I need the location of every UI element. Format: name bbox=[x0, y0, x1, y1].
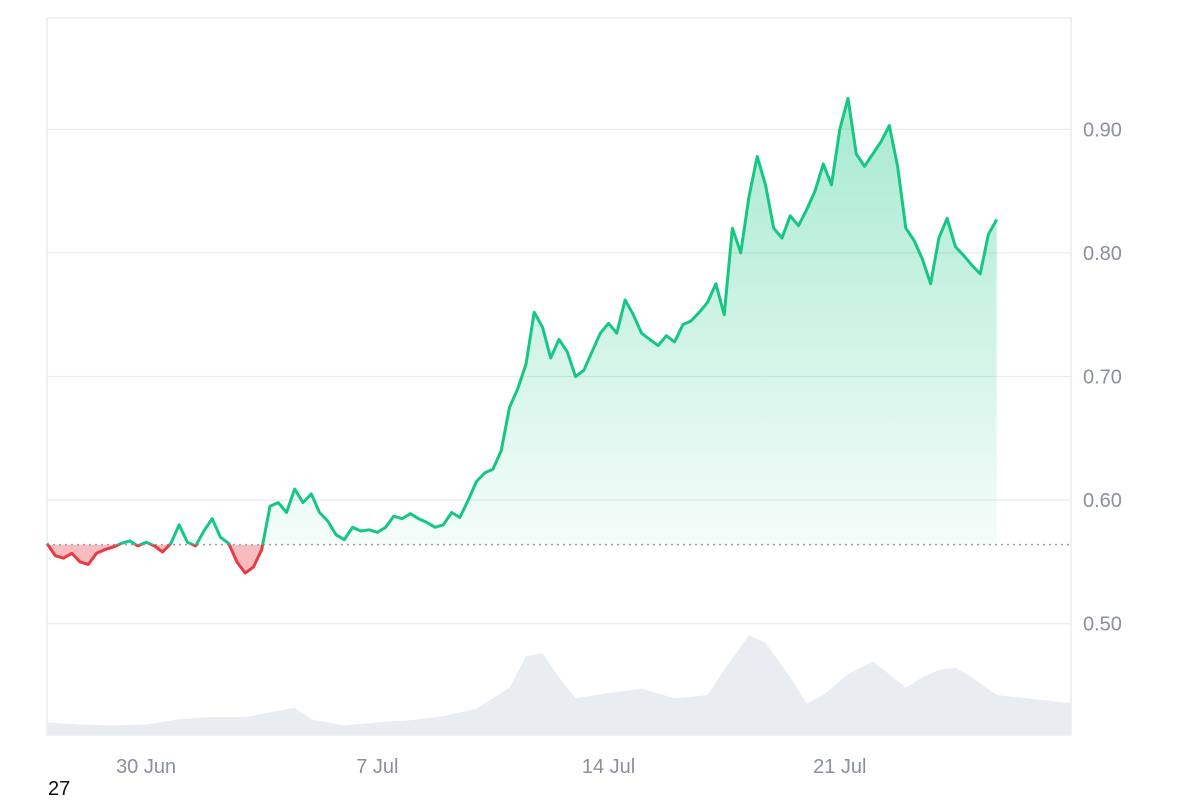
y-tick-label: 0.50 bbox=[1083, 614, 1122, 636]
x-tick-label: 30 Jun bbox=[116, 756, 176, 778]
x-tick-label: 14 Jul bbox=[582, 756, 635, 778]
x-tick-label: 21 Jul bbox=[813, 756, 866, 778]
y-tick-label: 0.70 bbox=[1083, 367, 1122, 389]
volume-area bbox=[47, 635, 1071, 735]
price-area-up bbox=[47, 98, 997, 545]
price-line-up bbox=[45, 96, 999, 545]
y-tick-label: 0.90 bbox=[1083, 119, 1122, 141]
y-tick-label: 0.60 bbox=[1083, 490, 1122, 512]
corner-label: 27 bbox=[48, 778, 71, 800]
x-tick-label: 7 Jul bbox=[356, 756, 398, 778]
y-tick-label: 0.80 bbox=[1083, 243, 1122, 265]
